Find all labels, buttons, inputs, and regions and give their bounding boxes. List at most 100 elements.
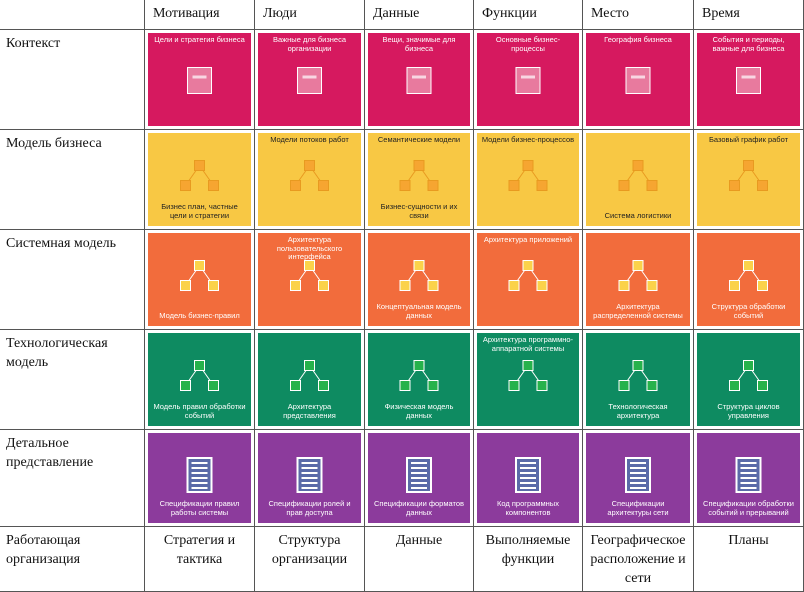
result-cell: Географическое расположение и сети [583,527,694,592]
cell-icon [729,260,768,291]
cell-icon [729,360,768,391]
row-label: Работающая организация [0,527,145,592]
cell-tile: Бизнес план, частные цели и стратегии [148,133,251,226]
matrix-cell: Архитектура распределенной системы [583,230,694,330]
matrix-cell: Архитектура приложений [474,230,583,330]
cell-tile: Модели бизнес-процессов [477,133,579,226]
cell-tile: Модели потоков работ [258,133,361,226]
column-header: Люди [255,0,365,30]
cell-caption: География бизнеса [604,35,672,44]
cell-tile: Архитектура приложений [477,233,579,326]
cell-tile: Структура циклов управления [697,333,800,426]
cell-icon [406,67,432,94]
cell-icon [399,360,439,391]
matrix-cell: Модель правил обработки событий [145,330,255,430]
cell-icon [399,260,439,291]
cell-caption: Модели потоков работ [270,135,349,144]
cell-caption: Система логистики [604,210,672,220]
cell-icon [406,457,432,493]
cell-caption: Базовый график работ [708,135,789,144]
matrix-cell: Модели потоков работ [255,130,365,230]
matrix-cell: Цели и стратегия бизнеса [145,30,255,130]
cell-icon [508,160,548,191]
cell-caption: Архитектура приложений [483,235,573,244]
cell-tile: Основные бизнес-процессы [477,33,579,126]
matrix-cell: Семантические модели Бизнес-сущности и их… [365,130,474,230]
cell-caption: События и периоды, важные для бизнеса [712,35,785,53]
cell-caption: Концептуальная модель данных [376,302,462,320]
matrix-cell: Модели бизнес-процессов [474,130,583,230]
cell-caption: Бизнес план, частные цели и стратегии [161,202,238,220]
matrix-cell: Структура обработки событий [694,230,804,330]
cell-tile: Технологическая архитектура [586,333,690,426]
cell-icon [180,360,219,391]
row-label: Детальное представление [0,430,145,527]
cell-tile: Архитектура программно-аппаратной систем… [477,333,579,426]
cell-tile: Модель бизнес-правил [148,233,251,326]
cell-tile: Семантические модели Бизнес-сущности и их… [368,133,470,226]
cell-tile: Структура обработки событий [697,233,800,326]
matrix-cell: Физическая модель данных [365,330,474,430]
row-label: Системная модель [0,230,145,330]
result-cell: Данные [365,527,474,592]
cell-icon [290,360,329,391]
column-header: Мотивация [145,0,255,30]
matrix-cell: Технологическая архитектура [583,330,694,430]
cell-caption: Структура обработки событий [711,302,786,320]
row-label: Контекст [0,30,145,130]
cell-tile: Важные для бизнеса организации [258,33,361,126]
cell-tile: Архитектура распределенной системы [586,233,690,326]
cell-caption: Важные для бизнеса организации [272,35,347,53]
cell-icon [508,360,548,391]
cell-caption: Спецификации ролей и прав доступа [268,499,351,517]
matrix-cell: Структура циклов управления [694,330,804,430]
cell-icon [515,457,541,493]
cell-tile: Архитектура пользовательского интерфейса [258,233,361,326]
cell-icon [296,457,323,493]
cell-icon [290,160,329,191]
cell-tile: Спецификации форматов данных [368,433,470,523]
matrix-cell: События и периоды, важные для бизнеса [694,30,804,130]
result-cell: Структура организации [255,527,365,592]
cell-icon [729,160,768,191]
cell-tile: Система логистики [586,133,690,226]
matrix-cell: Система логистики [583,130,694,230]
cell-tile: Архитектура представления [258,333,361,426]
cell-caption: Архитектура представления [283,402,336,420]
result-cell: Стратегия и тактика [145,527,255,592]
cell-tile: Спецификации архитектуры сети [586,433,690,523]
column-header: Функции [474,0,583,30]
cell-caption: Технологическая архитектура [608,402,668,420]
cell-icon [399,160,439,191]
cell-tile: Базовый график работ [697,133,800,226]
row-label: Модель бизнеса [0,130,145,230]
cell-icon [618,160,658,191]
cell-icon [736,67,761,94]
cell-icon [618,360,658,391]
cell-tile: События и периоды, важные для бизнеса [697,33,800,126]
cell-icon [625,67,651,94]
matrix-cell: Бизнес план, частные цели и стратегии [145,130,255,230]
cell-icon [187,67,212,94]
cell-tile: Модель правил обработки событий [148,333,251,426]
cell-caption: Спецификации архитектуры сети [607,499,669,517]
matrix-cell: Спецификации обработки событий и прерыва… [694,430,804,527]
matrix-cell: Вещи, значимые для бизнеса [365,30,474,130]
cell-caption: Спецификации форматов данных [373,499,465,517]
cell-tile: Спецификации правил работы системы [148,433,251,523]
column-header: Данные [365,0,474,30]
matrix-cell: Базовый график работ [694,130,804,230]
matrix-cell: География бизнеса [583,30,694,130]
matrix-cell: Концептуальная модель данных [365,230,474,330]
cell-icon [508,260,548,291]
matrix-cell: Архитектура представления [255,330,365,430]
matrix-cell: Архитектура программно-аппаратной систем… [474,330,583,430]
cell-tile: Код программных компонентов [477,433,579,523]
matrix-cell: Важные для бизнеса организации [255,30,365,130]
cell-icon [515,67,541,94]
cell-caption: Основные бизнес-процессы [495,35,561,53]
result-cell: Выполняемые функции [474,527,583,592]
cell-caption: Модель правил обработки событий [153,402,246,420]
cell-caption: Структура циклов управления [717,402,780,420]
